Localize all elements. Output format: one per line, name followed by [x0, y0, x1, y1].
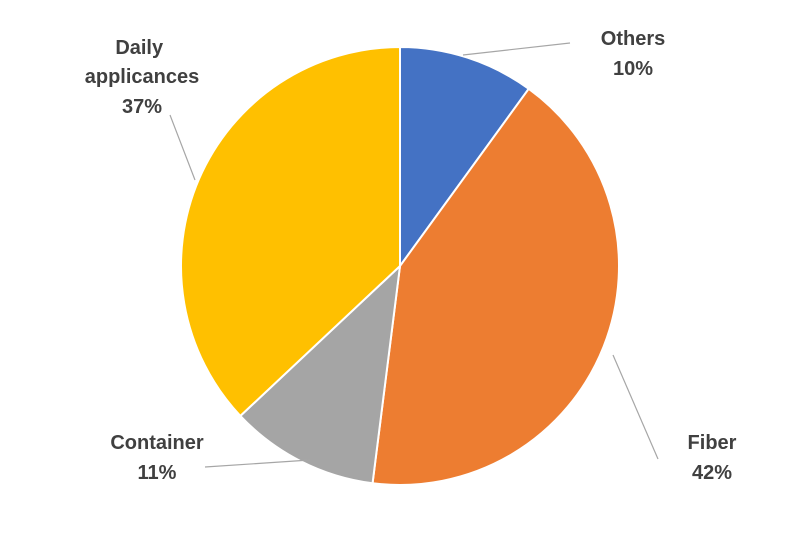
leader-line-fiber — [612, 354, 659, 460]
label-container-name: Container — [110, 432, 204, 454]
leader-lines — [169, 42, 659, 468]
pie-slice-fiber — [371, 87, 620, 486]
pie-slice-others — [399, 45, 531, 270]
label-fiber-name: Fiber — [688, 432, 737, 454]
pie-slice-daily-appliances — [180, 45, 401, 418]
leader-line-others — [462, 42, 571, 56]
data-labels: Others 10% Fiber 42% Container 11% Daily… — [85, 28, 737, 484]
leader-line-container — [204, 459, 311, 468]
label-container-percent: 11% — [138, 462, 177, 484]
pie-slices — [180, 45, 620, 486]
label-daily-appliances-line1: Daily — [115, 37, 164, 59]
label-daily-appliances-name: Daily applicances — [85, 37, 200, 88]
label-daily-appliances-percent: 37% — [122, 96, 162, 118]
label-others-percent: 10% — [613, 58, 653, 80]
label-fiber-percent: 42% — [692, 462, 732, 484]
leader-line-daily-appliances — [169, 114, 196, 181]
label-others-name: Others — [601, 28, 665, 50]
label-daily-appliances-line2: applicances — [85, 66, 200, 88]
